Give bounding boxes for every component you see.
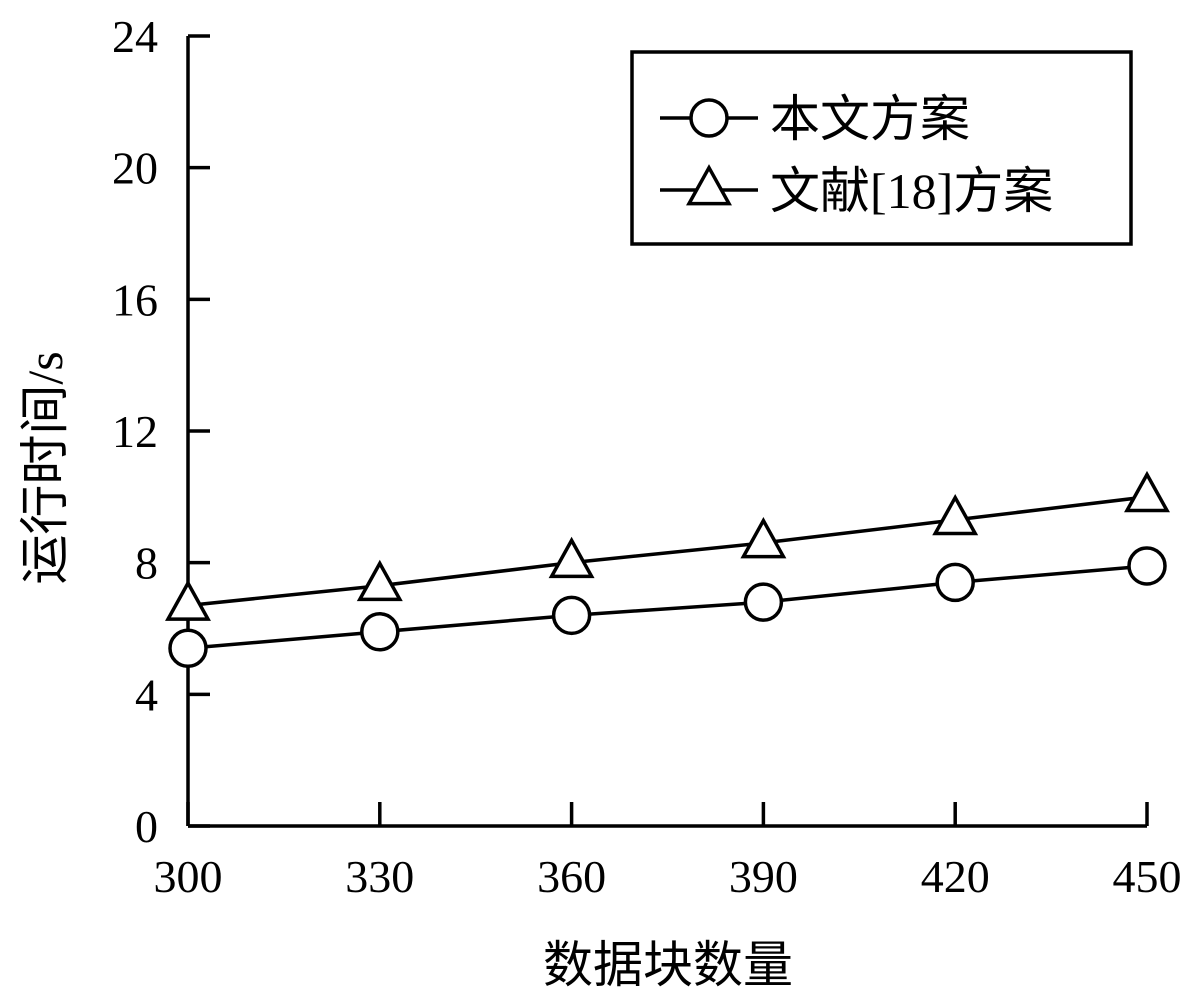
y-axis-title: 运行时间/s (17, 351, 73, 584)
data-point-triangle (548, 536, 595, 579)
data-point-circle (360, 612, 400, 652)
data-point-triangle (932, 493, 979, 536)
legend-label: 文献[18]方案 (770, 163, 1053, 219)
series-1 (168, 546, 1167, 668)
legend-box (630, 50, 1133, 246)
x-axis-title: 数据块数量 (543, 937, 793, 993)
data-point-circle (743, 582, 784, 622)
y-tick-label: 0 (135, 801, 158, 852)
data-point-triangle (740, 516, 787, 559)
data-point-circle (551, 595, 592, 636)
series-line (187, 495, 1148, 608)
y-tick-label: 16 (112, 274, 158, 325)
x-tick-label: 450 (1113, 851, 1182, 902)
data-point-triangle (356, 559, 403, 602)
data-point-circle (168, 628, 208, 668)
x-tick-label: 360 (537, 851, 606, 902)
legend-triangle-marker (686, 164, 732, 206)
legend-item: 本文方案 (660, 91, 970, 147)
series-line (187, 564, 1148, 650)
data-point-triangle (1124, 470, 1170, 513)
data-point-triangle (165, 579, 211, 621)
x-tick-label: 390 (729, 851, 798, 902)
y-tick-label: 12 (112, 406, 158, 457)
data-point-circle (935, 562, 975, 603)
legend-item: 文献[18]方案 (660, 163, 1053, 219)
y-tick-label: 8 (135, 538, 158, 589)
ticks: 0 4 8 12 16 20 24 300 330 360 390 420 450 (112, 11, 1182, 902)
series-2 (165, 470, 1170, 621)
legend-circle-marker (689, 98, 729, 138)
y-tick-label: 4 (135, 669, 158, 720)
x-tick-label: 300 (154, 851, 223, 902)
x-tick-label: 420 (921, 851, 990, 902)
y-tick-label: 24 (112, 11, 158, 62)
y-tick-label: 20 (112, 143, 158, 194)
data-point-circle (1127, 546, 1167, 586)
series-group (165, 470, 1170, 668)
legend-label: 本文方案 (770, 91, 970, 147)
x-tick-label: 330 (345, 851, 414, 902)
